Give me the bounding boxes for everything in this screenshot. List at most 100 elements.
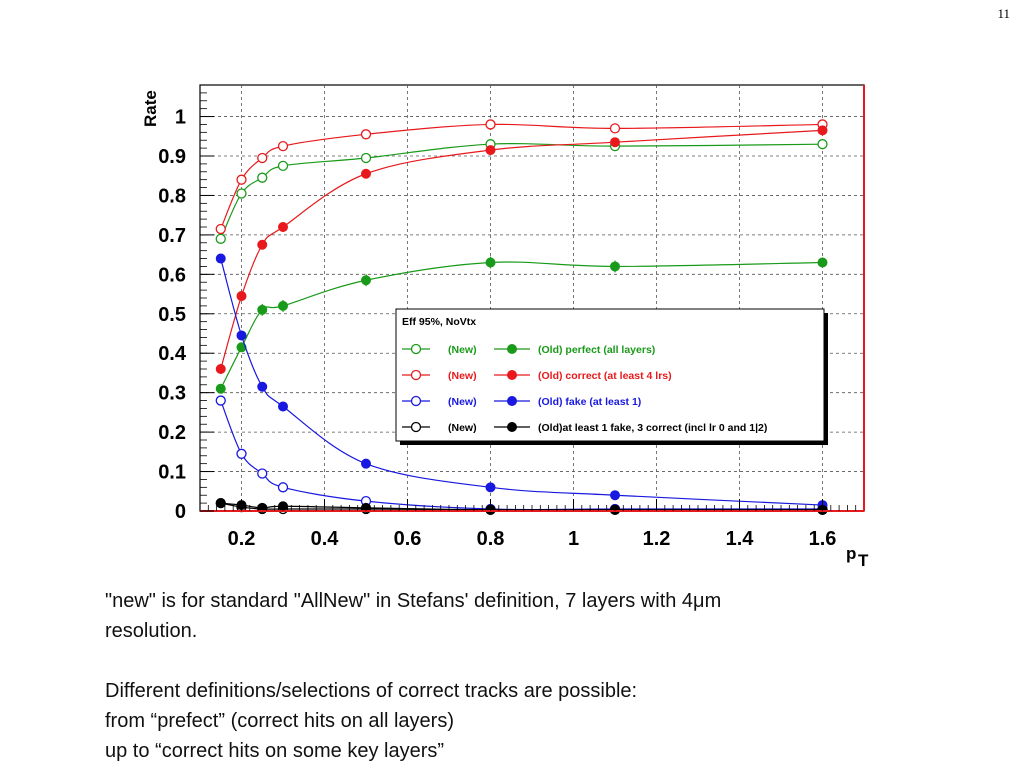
data-point-open (215, 223, 226, 235)
rate-vs-pt-chart: 0.2 0.4 0.6 0.8 1 1.2 1.4 1.6 0 0.1 0.2 0.3 0.4 0.5 0.… (141, 84, 869, 570)
caption-line-1: "new" is for standard "AllNew" in Stefan… (105, 590, 722, 612)
legend-row: (New) (Old) fake (at least 1) (402, 395, 641, 408)
legend-new-label: (New) (448, 344, 477, 356)
data-point-open (257, 468, 268, 479)
data-point-open (609, 123, 621, 134)
data-point-filled (361, 458, 371, 469)
plot-frame (199, 84, 865, 512)
caption-line-4: from “prefect” (correct hits on all laye… (105, 710, 454, 732)
data-point-filled (236, 330, 247, 341)
y-axis-title: Rate (141, 90, 160, 127)
data-point-filled (236, 291, 247, 302)
data-point-open (257, 152, 268, 164)
legend: Eff 95%, NoVtx (New) (Old) perfect (all l… (395, 308, 828, 445)
x-tick-label: 1.2 (643, 528, 671, 550)
data-point-filled (485, 482, 496, 493)
data-point-filled (215, 383, 226, 394)
x-tick-label: 0.6 (394, 528, 422, 550)
data-point-open (360, 152, 372, 164)
legend-header: Eff 95%, NoVtx (402, 316, 476, 328)
x-tick-label: 0.4 (311, 528, 340, 550)
y-tick-label: 0.8 (158, 185, 186, 207)
legend-new-label: (New) (448, 396, 477, 408)
x-tick-label: 1.4 (726, 528, 755, 550)
series-old-6 (215, 253, 828, 511)
data-point-filled (485, 145, 496, 156)
legend-row: (New) (Old) correct (at least 4 lrs) (402, 369, 672, 382)
y-tick-label: 0.7 (158, 225, 186, 247)
data-point-filled (257, 239, 268, 250)
data-point-open (277, 160, 289, 172)
caption-line-3: Different definitions/selections of corr… (105, 680, 638, 702)
legend-new-marker (410, 421, 422, 433)
data-point-filled (610, 137, 620, 148)
y-tick-label: 0.9 (158, 146, 186, 168)
data-point-open (215, 233, 226, 244)
data-point-filled (215, 364, 226, 374)
x-axis-title: p T (846, 544, 869, 570)
data-point-filled (610, 261, 620, 272)
series-new-1 (215, 119, 828, 235)
data-point-filled (485, 257, 496, 268)
x-tick-label: 1.6 (809, 528, 837, 550)
data-point-filled (361, 275, 371, 286)
data-point-open (277, 140, 289, 152)
slide-number: 11 (997, 6, 1010, 21)
axes: 0.2 0.4 0.6 0.8 1 1.2 1.4 1.6 0 0.1 0.2 0.3 0.4 0.5 0.… (158, 85, 865, 550)
legend-old-marker (507, 370, 517, 380)
x-tick-label: 0.2 (228, 528, 256, 550)
y-tick-label: 0.2 (158, 422, 186, 444)
series-old-4 (215, 256, 828, 394)
data-point-filled (817, 257, 828, 268)
caption-gap (105, 646, 965, 676)
y-tick-label: 1 (175, 107, 186, 129)
data-point-open (236, 174, 247, 185)
x-axis-title-main: p (846, 544, 856, 563)
legend-row: (New) (Old)at least 1 fake, 3 correct (in… (402, 421, 767, 434)
legend-box (395, 308, 825, 442)
legend-new-label: (New) (448, 370, 477, 382)
y-tick-label: 0.6 (158, 264, 186, 286)
data-point-open (236, 448, 247, 459)
data-point-filled (257, 381, 268, 392)
legend-new-marker (410, 395, 422, 407)
legend-old-marker (507, 422, 517, 432)
data-point-filled (278, 222, 288, 232)
x-tick-label: 0.8 (477, 528, 505, 550)
legend-old-marker (507, 344, 517, 354)
data-point-open (360, 129, 372, 140)
data-point-open (277, 482, 289, 493)
legend-old-marker (507, 396, 517, 406)
data-point-filled (817, 125, 828, 136)
caption-line-2: resolution. (105, 620, 198, 642)
y-tick-label: 0.4 (158, 343, 187, 365)
x-tick-label: 1 (568, 528, 579, 550)
legend-new-label: (New) (448, 422, 477, 434)
data-point-open (257, 172, 268, 183)
data-point-open (817, 139, 828, 150)
legend-old-label: (Old) perfect (all layers) (538, 344, 655, 356)
series-old-5 (215, 125, 828, 374)
series-new-0 (215, 139, 828, 244)
legend-old-label: (Old) fake (at least 1) (538, 396, 641, 408)
legend-new-marker (410, 343, 422, 355)
x-axis-title-sub: T (858, 551, 869, 570)
y-tick-label: 0.3 (158, 383, 186, 405)
data-point-open (485, 119, 496, 130)
legend-old-label: (Old) correct (at least 4 lrs) (538, 370, 672, 382)
data-point-open (215, 395, 226, 406)
data-point-filled (215, 498, 226, 509)
legend-row: (New) (Old) perfect (all layers) (402, 343, 655, 356)
data-point-open (236, 188, 247, 199)
data-point-filled (215, 253, 226, 264)
caption: "new" is for standard "AllNew" in Stefan… (105, 586, 965, 766)
data-point-filled (610, 490, 620, 501)
y-tick-label: 0 (175, 501, 186, 523)
legend-new-marker (410, 369, 422, 381)
data-point-filled (257, 304, 268, 315)
data-point-filled (361, 168, 371, 179)
caption-line-5: up to “correct hits on some key layers” (105, 740, 445, 762)
data-point-filled (278, 300, 288, 311)
data-point-filled (278, 401, 288, 412)
y-tick-label: 0.1 (158, 462, 186, 484)
